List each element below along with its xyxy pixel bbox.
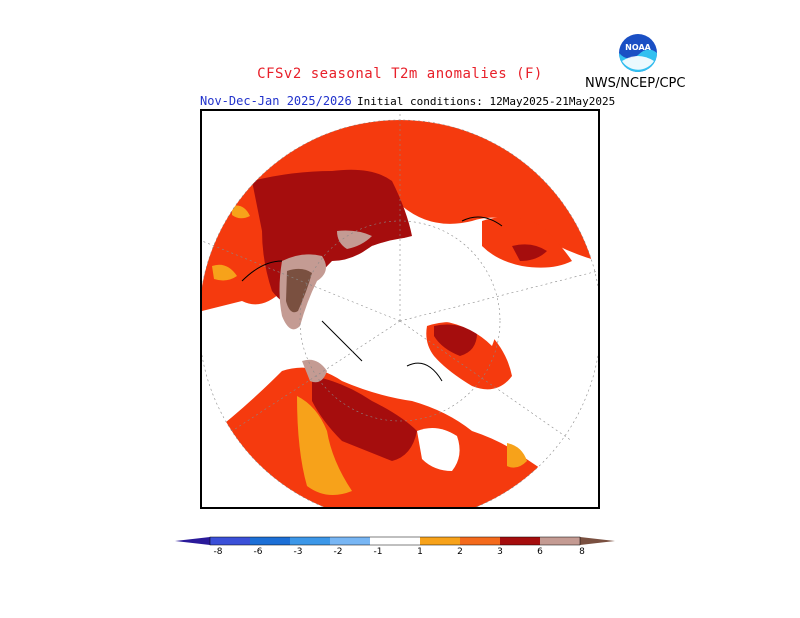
- colorbar-label: 6: [537, 547, 543, 557]
- anomaly-region-east-coast-orange: [507, 443, 527, 468]
- polar-map: [200, 109, 600, 509]
- colorbar-bin-2: [460, 537, 500, 545]
- anomaly-region-europe-dark: [512, 244, 547, 261]
- colorbar-label: -2: [333, 547, 343, 557]
- colorbar-label: 3: [497, 547, 503, 557]
- anomaly-region-north-pacific: [202, 120, 598, 311]
- colorbar-bin-m6: [250, 537, 290, 545]
- anomaly-region-europe: [482, 217, 572, 268]
- anomaly-region-canada-dark: [312, 376, 417, 461]
- colorbar-bin-6: [540, 537, 580, 545]
- anomaly-region-nw-orange: [232, 205, 250, 219]
- anomaly-region-west-orange: [212, 264, 237, 281]
- colorbar: [175, 536, 615, 546]
- polar-map-canvas: [202, 111, 598, 507]
- graticule: [202, 111, 598, 507]
- colorbar-arrow-max: [580, 537, 615, 545]
- colorbar-label: 8: [579, 547, 585, 557]
- colorbar-bin-m2: [330, 537, 370, 545]
- coastline-outline: [241, 216, 503, 382]
- anomaly-region-hudson-white: [417, 427, 460, 471]
- colorbar-label: 1: [417, 547, 423, 557]
- anomaly-region-alaska-tan: [302, 359, 327, 383]
- anomaly-region-east-siberia-tan: [337, 230, 372, 249]
- map-title: CFSv2 seasonal T2m anomalies (F): [257, 66, 543, 82]
- colorbar-label: -3: [293, 547, 303, 557]
- colorbar-bin-3: [500, 537, 540, 545]
- agency-label: NWS/NCEP/CPC: [585, 76, 686, 91]
- logo-text: NOAA: [625, 43, 651, 52]
- anomaly-region-greenland-dark: [434, 324, 477, 356]
- colorbar-bin-m8: [210, 537, 250, 545]
- arctic-neutral-area: [326, 237, 499, 356]
- colorbar-label: 2: [457, 547, 463, 557]
- colorbar-label: -8: [213, 547, 223, 557]
- colorbar-label: -6: [253, 547, 263, 557]
- colorbar-arrow-min: [175, 537, 210, 545]
- colorbar-bin-m1: [370, 537, 410, 545]
- colorbar-bin-1: [420, 537, 460, 545]
- anomaly-region-north-orange: [317, 120, 342, 131]
- colorbar-label: -1: [373, 547, 383, 557]
- anomaly-region-pacific-coast-orange: [297, 396, 352, 495]
- colorbar-bin-m3: [290, 537, 330, 545]
- forecast-period: Nov-Dec-Jan 2025/2026: [200, 94, 352, 108]
- noaa-logo-icon: NOAA: [619, 34, 657, 72]
- anomaly-region-central-asia-max: [286, 268, 312, 313]
- initial-conditions: Initial conditions: 12May2025-21May2025: [357, 95, 616, 108]
